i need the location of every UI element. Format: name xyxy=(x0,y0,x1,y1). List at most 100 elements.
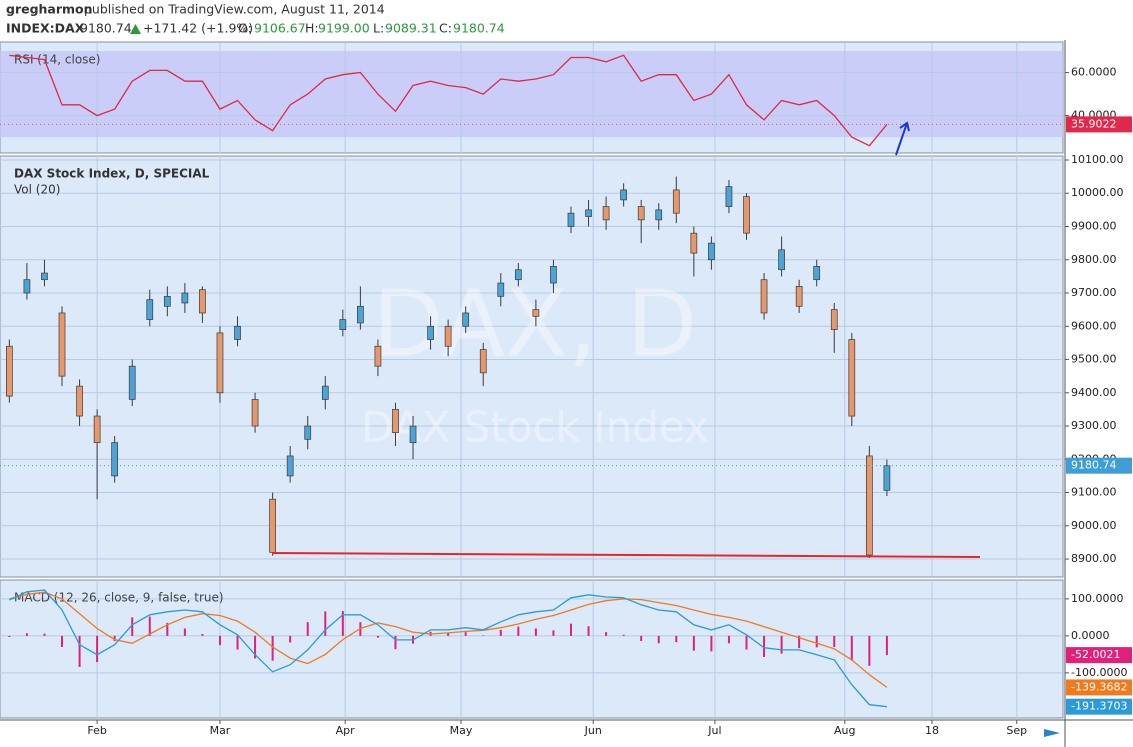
histogram-bar xyxy=(534,628,537,636)
histogram-bar xyxy=(218,635,221,646)
last-value-label: 35.9022 xyxy=(1071,117,1117,130)
candle-body xyxy=(585,209,592,217)
histogram-bar xyxy=(605,632,608,636)
y-tick-label: 9700.00 xyxy=(1071,286,1117,299)
candle-body xyxy=(550,266,557,284)
histogram-bar xyxy=(166,622,169,636)
histogram-bar xyxy=(587,626,590,636)
support-line xyxy=(271,552,981,558)
axis-background xyxy=(1065,40,1133,747)
candle-body xyxy=(251,399,259,427)
y-tick-label: 9900.00 xyxy=(1071,219,1117,232)
high-label: H: xyxy=(305,21,319,36)
histogram-bar xyxy=(271,635,274,661)
candle-body xyxy=(672,189,680,214)
pane-subtitle: Vol (20) xyxy=(14,183,60,197)
candle-body xyxy=(93,415,101,444)
x-tick-label: May xyxy=(450,724,473,737)
histogram-bar xyxy=(815,635,818,648)
user[interactable]: gregharmon xyxy=(6,2,93,17)
pane-title: MACD (12, 26, close, 9, false, true) xyxy=(14,591,224,605)
candle-body xyxy=(795,286,803,307)
histogram-bar xyxy=(868,635,871,666)
histogram-bar xyxy=(833,635,836,647)
symbol: INDEX:DAX xyxy=(6,21,85,36)
histogram-bar xyxy=(183,628,186,636)
macd-line xyxy=(9,589,887,708)
last-value-label: -191.3703 xyxy=(1071,700,1127,713)
candle-body xyxy=(760,279,768,314)
candle-body xyxy=(321,385,329,400)
candle-body xyxy=(725,186,733,207)
x-tick-label: Sep xyxy=(1006,724,1027,737)
open-value: 9106.67 xyxy=(254,21,306,36)
histogram-bar xyxy=(482,635,485,636)
histogram-bar xyxy=(499,629,502,636)
candle-body xyxy=(58,312,66,377)
histogram-bar xyxy=(692,635,695,651)
y-tick-label: -100.0000 xyxy=(1071,666,1127,679)
last-value-label: -139.3682 xyxy=(1071,680,1127,693)
scroll-arrow xyxy=(1044,729,1060,737)
histogram-bar xyxy=(517,626,520,636)
pane-title: DAX Stock Index, D, SPECIAL xyxy=(14,167,210,181)
histogram-bar xyxy=(201,634,204,636)
candle-body xyxy=(427,325,434,340)
histogram-bar xyxy=(464,632,467,636)
histogram-bar xyxy=(675,635,678,643)
x-tick-label: Jul xyxy=(707,724,721,737)
candle-body xyxy=(216,332,224,394)
annotation-arrow xyxy=(895,121,910,156)
histogram-bar xyxy=(780,635,783,654)
histogram-bar xyxy=(394,635,397,650)
open-label: O: xyxy=(238,21,252,36)
histogram-bar xyxy=(745,635,748,650)
y-tick-label: 8900.00 xyxy=(1071,552,1117,565)
y-tick-label: 9300.00 xyxy=(1071,419,1117,432)
watermark: DAX Stock Index xyxy=(361,403,709,452)
histogram-bar xyxy=(306,622,309,636)
x-tick-label: Apr xyxy=(336,724,356,737)
histogram-bar xyxy=(569,623,572,636)
candle-body xyxy=(304,425,312,440)
candle-body xyxy=(269,498,276,553)
candle-body xyxy=(602,206,610,221)
candle-body xyxy=(234,325,241,340)
published: published on TradingView.com, August 11,… xyxy=(84,2,385,17)
candle-body xyxy=(76,385,83,417)
candle-body xyxy=(866,455,873,556)
macd-line xyxy=(9,591,888,688)
rsi-line xyxy=(9,54,888,147)
last-value-box xyxy=(1066,647,1132,664)
last-price: 9180.74 xyxy=(80,21,132,36)
x-tick-label: Feb xyxy=(87,724,106,737)
y-tick-label: 9800.00 xyxy=(1071,253,1117,266)
candle-body xyxy=(339,319,347,330)
candle-body xyxy=(637,206,645,221)
candle-body xyxy=(655,209,663,221)
last-value-label: -52.0021 xyxy=(1071,648,1120,661)
candle-body xyxy=(813,266,821,281)
last-value-box xyxy=(1066,116,1132,133)
histogram-bar xyxy=(289,635,292,643)
histogram-bar xyxy=(25,633,28,636)
histogram-bar xyxy=(376,635,379,638)
up-triangle xyxy=(130,24,141,34)
candle-body xyxy=(146,299,154,320)
candle-body xyxy=(6,345,13,397)
pane-background xyxy=(0,579,1064,719)
candle-body xyxy=(514,269,522,281)
candle-body xyxy=(286,455,294,477)
histogram-bar xyxy=(640,635,643,642)
last-value-box xyxy=(1066,457,1132,474)
y-tick-label: 9000.00 xyxy=(1071,519,1117,532)
candle-body xyxy=(199,289,206,314)
histogram-bar xyxy=(710,635,713,652)
low-value: 9089.31 xyxy=(385,21,437,36)
histogram-bar xyxy=(113,635,116,642)
candle-body xyxy=(462,312,470,327)
last-value-label: 9180.74 xyxy=(1071,459,1117,472)
histogram-bar xyxy=(447,632,450,636)
candle-body xyxy=(532,309,540,317)
candle-body xyxy=(848,339,856,417)
